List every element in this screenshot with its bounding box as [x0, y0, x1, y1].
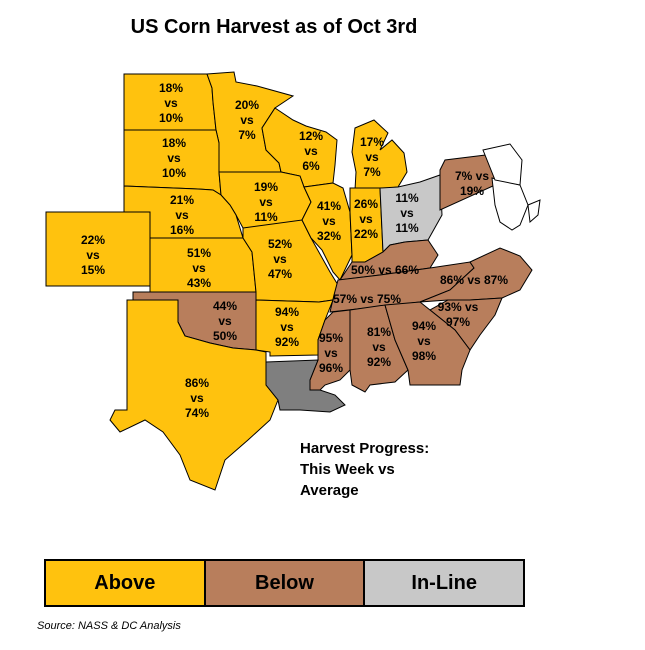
- northeast-outlines: [482, 143, 541, 231]
- legend-in-line: In-Line: [363, 561, 524, 605]
- note-line-1: Harvest Progress:: [300, 440, 430, 457]
- legend-above: Above: [46, 561, 204, 605]
- label-missouri: 52% vs 47%: [268, 237, 292, 281]
- state-texas: [109, 299, 279, 491]
- label-north-dakota: 18% vs 10%: [159, 81, 183, 125]
- label-colorado: 22% vs 15%: [81, 233, 105, 277]
- note-line-2: This Week vs: [300, 461, 395, 478]
- note-line-3: Average: [300, 482, 359, 499]
- label-south-carolina: 93% vs 97%: [438, 300, 479, 329]
- harvest-progress-note: Harvest Progress: This Week vs Average: [300, 438, 429, 501]
- label-pennsylvania: 7% vs 19%: [455, 169, 489, 198]
- label-nebraska: 21% vs 16%: [170, 193, 194, 237]
- label-kentucky: 50% vs 66%: [351, 263, 419, 277]
- source-note: Source: NASS & DC Analysis: [37, 620, 181, 632]
- label-mississippi: 95% vs 96%: [319, 331, 343, 375]
- state-shapes: [45, 71, 533, 491]
- label-wisconsin: 12% vs 6%: [299, 129, 323, 173]
- label-michigan: 17% vs 7%: [360, 135, 384, 179]
- map-title: US Corn Harvest as of Oct 3rd: [130, 16, 418, 38]
- label-minnesota: 20% vs 7%: [235, 98, 259, 142]
- legend: Above Below In-Line: [44, 559, 525, 607]
- state-louisiana: [265, 359, 346, 413]
- label-iowa: 19% vs 11%: [254, 180, 278, 224]
- label-arkansas: 94% vs 92%: [275, 305, 299, 349]
- label-illinois: 41% vs 32%: [317, 199, 341, 243]
- label-alabama: 81% vs 92%: [367, 325, 391, 369]
- state-michigan: [351, 119, 408, 191]
- legend-below: Below: [203, 561, 364, 605]
- label-north-carolina: 86% vs 87%: [440, 273, 508, 287]
- label-texas: 86% vs 74%: [185, 376, 209, 420]
- state-georgia: [384, 301, 471, 386]
- label-indiana: 26% vs 22%: [354, 197, 378, 241]
- label-oklahoma: 44% vs 50%: [213, 299, 237, 343]
- label-ohio: 11% vs 11%: [395, 191, 419, 235]
- label-georgia: 94% vs 98%: [412, 319, 436, 363]
- label-tennessee: 57% vs 75%: [333, 292, 401, 306]
- label-kansas: 51% vs 43%: [187, 246, 211, 290]
- state-illinois: [301, 182, 353, 281]
- state-labels: 18% vs 10% 20% vs 7% 18% vs 10% 12% vs 6% 17% vs 7% 19%…: [81, 81, 508, 420]
- label-south-dakota: 18% vs 10%: [162, 136, 186, 180]
